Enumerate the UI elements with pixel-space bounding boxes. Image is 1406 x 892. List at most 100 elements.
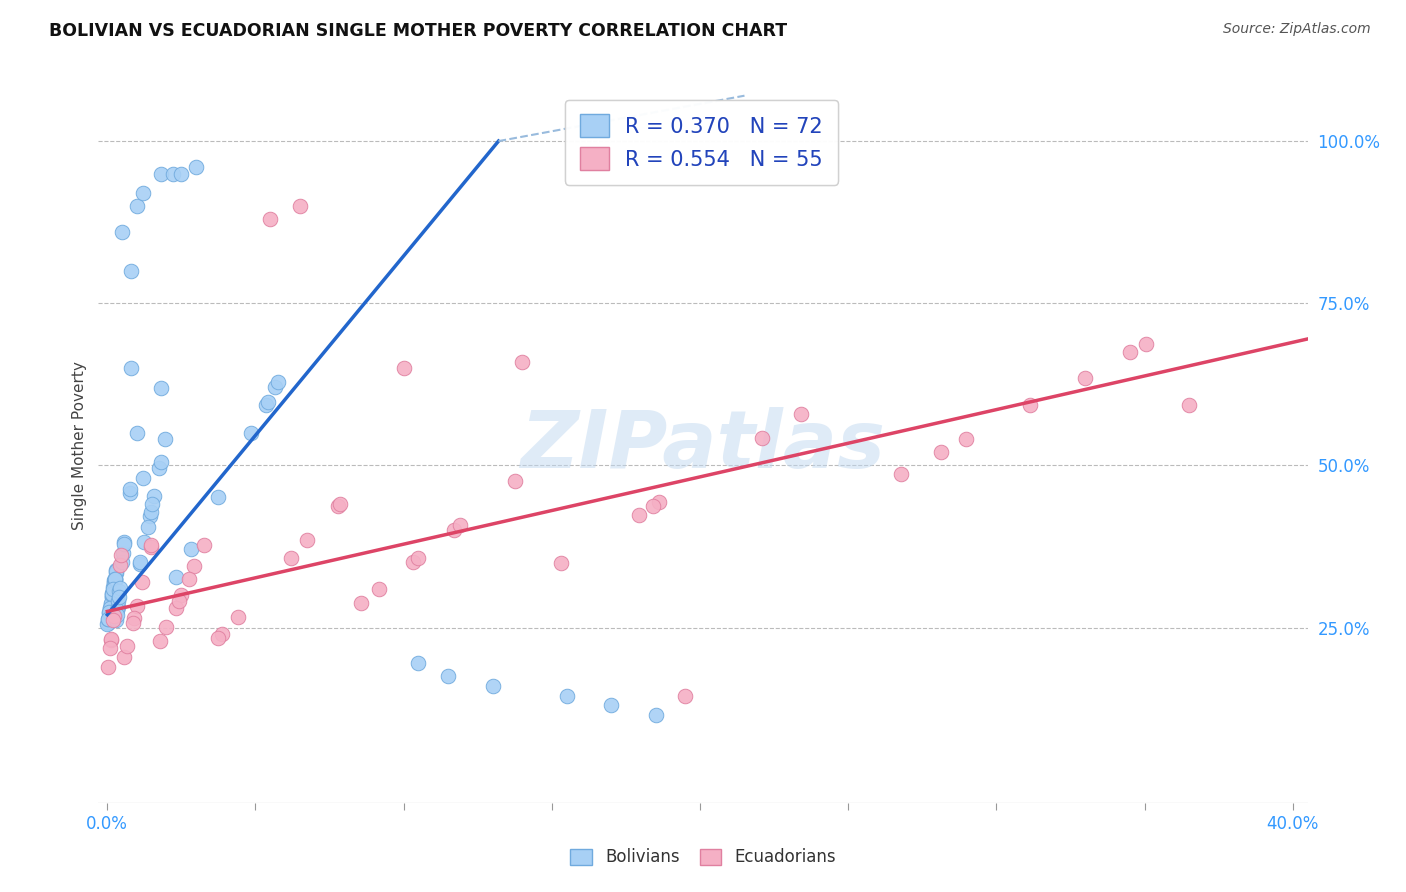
Point [136,519,159,533]
Legend: Bolivians, Ecuadorians: Bolivians, Ecuadorians [561,840,845,875]
Point [138,509,160,524]
Point [112,535,135,549]
Point [121,615,143,630]
Point [105,563,128,577]
Point [449,517,471,532]
Point [103,580,125,594]
Point [406,551,429,566]
Text: BOLIVIAN VS ECUADORIAN SINGLE MOTHER POVERTY CORRELATION CHART: BOLIVIAN VS ECUADORIAN SINGLE MOTHER POV… [49,22,787,40]
Point [105,608,128,623]
Point [280,551,302,566]
Point [264,380,287,394]
Point [402,555,425,569]
Point [129,555,152,569]
Point [288,199,311,213]
Point [125,599,148,614]
Legend: R = 0.370   N = 72, R = 0.554   N = 55: R = 0.370 N = 72, R = 0.554 N = 55 [565,100,838,185]
Point [180,541,202,556]
Point [644,708,666,723]
Point [142,489,165,503]
Point [155,620,177,634]
Point [443,523,465,537]
Point [600,698,623,713]
Point [162,167,184,181]
Point [104,564,127,578]
Point [118,482,141,496]
Point [207,490,229,504]
Point [149,167,172,181]
Point [114,649,136,664]
Point [104,566,127,581]
Point [101,582,124,596]
Point [328,499,350,513]
Point [120,361,142,376]
Point [105,613,128,627]
Point [108,581,131,595]
Point [929,445,952,459]
Point [100,596,122,610]
Point [103,614,125,628]
Point [131,575,153,590]
Point [259,211,281,226]
Point [141,538,163,552]
Point [103,573,125,587]
Point [155,432,177,446]
Point [101,586,124,600]
Point [100,590,122,604]
Point [297,533,319,547]
Point [890,467,912,481]
Point [267,375,290,389]
Point [108,583,131,598]
Point [122,611,145,625]
Point [118,486,141,500]
Point [628,508,651,522]
Point [98,640,121,655]
Point [100,632,122,646]
Point [97,660,120,674]
Point [226,609,249,624]
Point [1135,336,1157,351]
Point [100,591,122,605]
Point [170,588,193,602]
Point [112,537,135,551]
Point [105,603,128,617]
Point [132,471,155,485]
Point [141,497,163,511]
Point [790,407,813,421]
Point [955,432,977,446]
Point [103,573,125,587]
Point [129,557,152,571]
Point [149,634,172,648]
Point [165,600,187,615]
Point [149,455,172,469]
Point [107,593,129,607]
Point [108,558,131,573]
Text: ZIPatlas: ZIPatlas [520,407,886,485]
Point [103,608,125,623]
Point [177,572,200,586]
Point [555,689,578,703]
Point [98,606,121,620]
Point [132,186,155,200]
Point [125,425,148,440]
Point [673,689,696,703]
Point [97,615,120,630]
Point [103,573,125,587]
Point [101,587,124,601]
Point [648,495,671,509]
Point [254,398,277,412]
Point [183,558,205,573]
Point [167,594,190,608]
Point [408,657,430,671]
Point [186,160,208,174]
Point [392,361,415,376]
Point [96,617,118,632]
Point [111,555,134,569]
Point [125,199,148,213]
Point [1074,371,1097,385]
Text: Source: ZipAtlas.com: Source: ZipAtlas.com [1223,22,1371,37]
Point [103,574,125,589]
Point [100,632,122,647]
Point [112,546,135,560]
Point [98,601,121,615]
